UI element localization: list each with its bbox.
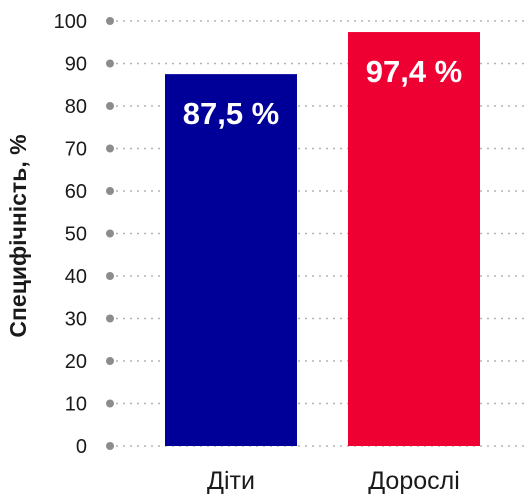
tick-marker [106, 187, 114, 195]
y-tick-label: 80 [65, 96, 87, 118]
y-tick-label: 90 [65, 54, 87, 76]
x-axis: Діти Дорослі [207, 467, 460, 495]
tick-marker [106, 59, 114, 68]
tick-marker [106, 357, 114, 365]
y-tick-label: 60 [65, 181, 87, 203]
y-axis-label: Специфічність, % [5, 134, 31, 337]
tick-marker [106, 442, 114, 450]
bar [165, 74, 297, 446]
tick-marker [106, 314, 114, 323]
tick-marker [106, 399, 114, 408]
x-tick-label: Діти [207, 467, 255, 495]
tick-marker [106, 229, 114, 238]
bar-data-label: 87,5 % [183, 96, 280, 131]
tick-marker [106, 17, 114, 25]
y-tick-label: 100 [54, 11, 87, 33]
y-tick-label: 50 [65, 224, 87, 246]
y-tick-label: 0 [76, 436, 87, 458]
y-tick-label: 20 [65, 351, 87, 373]
tick-marker [106, 102, 114, 110]
tick-marker [106, 272, 114, 280]
y-tick-label: 40 [65, 266, 87, 288]
y-axis: 0 10 20 30 40 50 60 70 80 90 100 [54, 11, 114, 458]
x-tick-label: Дорослі [368, 467, 460, 495]
bar-data-label: 97,4 % [366, 54, 463, 89]
bar [348, 32, 480, 447]
tick-marker [106, 144, 114, 153]
y-tick-label: 30 [65, 309, 87, 331]
y-tick-label: 70 [65, 139, 87, 161]
bars: 87,5 % 97,4 % [165, 32, 480, 447]
y-tick-label: 10 [65, 394, 87, 416]
